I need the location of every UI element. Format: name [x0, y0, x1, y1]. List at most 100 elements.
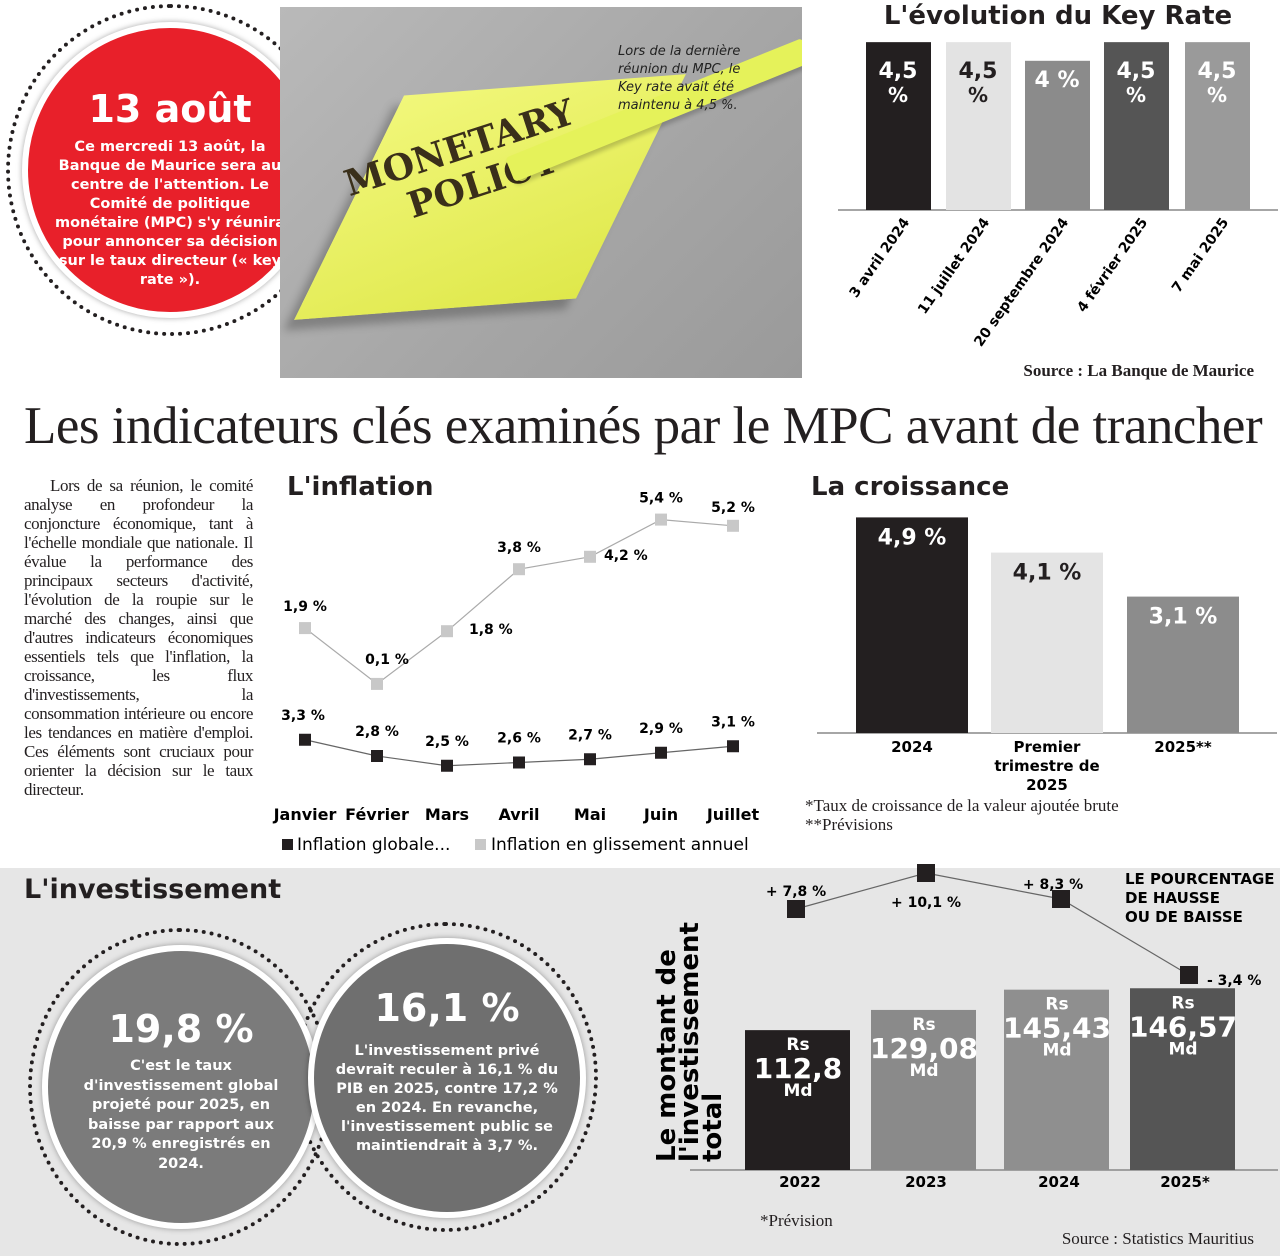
data-point	[441, 759, 453, 772]
x-tick-label: 11 juillet 2024	[915, 215, 993, 317]
data-point	[727, 519, 739, 532]
key-rate-title: L'évolution du Key Rate	[883, 1, 1233, 31]
change-label: - 3,4 %	[1207, 973, 1261, 989]
data-label: 5,2 %	[711, 500, 755, 516]
private-investment-text: L'investissement privé devrait reculer à…	[335, 1043, 559, 1154]
x-tick-label: 2022	[779, 1173, 821, 1191]
data-label: 3,8 %	[497, 540, 541, 556]
data-label: 2,8 %	[355, 724, 399, 740]
data-label-prefix: Rs	[1171, 993, 1194, 1013]
y-axis-label: Le montant de	[652, 949, 682, 1162]
data-label: 4,5	[1198, 59, 1237, 84]
data-label: 3,3 %	[281, 708, 325, 724]
x-tick-label: Premier	[1014, 738, 1082, 756]
data-label: 129,08	[870, 1032, 978, 1065]
bar	[745, 1030, 850, 1170]
data-label-unit: %	[1207, 83, 1227, 107]
date-title: 13 août	[88, 87, 252, 131]
data-label: 4,1 %	[1013, 561, 1082, 586]
x-tick-label: 2025	[1026, 776, 1068, 794]
data-label: 145,43	[1003, 1012, 1111, 1045]
key-rate-source: Source : La Banque de Maurice	[1023, 361, 1254, 380]
bar	[871, 1009, 976, 1170]
x-tick-label: Juillet	[706, 805, 760, 824]
data-label: 1,8 %	[469, 622, 513, 638]
legend-swatch-annual	[475, 839, 486, 850]
data-point	[513, 756, 525, 769]
investment-rate-value: 19,8 %	[108, 1007, 254, 1051]
bar	[946, 42, 1011, 211]
date-text: Ce mercredi 13 août, la Banque de Mauric…	[54, 139, 286, 288]
x-tick-label: 2023	[905, 1173, 947, 1191]
data-label-unit: %	[1126, 83, 1146, 107]
data-point	[584, 753, 596, 766]
data-point	[299, 733, 311, 746]
x-tick-label: Avril	[498, 805, 539, 824]
data-point	[371, 750, 383, 762]
change-line	[795, 872, 1190, 976]
data-label-prefix: Rs	[1045, 995, 1068, 1015]
data-point	[655, 513, 667, 526]
investment-title: L'investissement	[24, 874, 282, 905]
data-label: 4,5	[1117, 59, 1156, 84]
data-point	[299, 622, 311, 635]
data-point	[584, 550, 596, 563]
x-tick-label: 2025*	[1160, 1173, 1210, 1191]
change-label: + 8,3 %	[1023, 877, 1083, 893]
monetary-policy-photo: MONETARY POLICY Lors de la dernière réun…	[280, 7, 802, 378]
data-point	[371, 677, 383, 690]
data-label-unit: Md	[909, 1061, 938, 1081]
data-label-unit: Md	[1042, 1041, 1071, 1061]
change-point	[1180, 966, 1198, 984]
x-tick-label: 2025**	[1154, 738, 1212, 756]
data-label: 5,4 %	[639, 491, 683, 507]
data-label: 3,1 %	[1149, 605, 1218, 630]
x-tick-label: 4 février 2025	[1074, 215, 1151, 315]
investment-source: Source : Statistics Mauritius	[1061, 1229, 1254, 1248]
legend-swatch-global	[282, 839, 293, 850]
x-tick-label: 2024	[1038, 1173, 1080, 1191]
x-tick-label: Janvier	[273, 805, 337, 824]
headline: Les indicateurs clés examinés par le MPC…	[24, 397, 1263, 455]
data-point	[655, 746, 667, 759]
investment-note: *Prévision	[760, 1211, 833, 1230]
data-label-unit: Md	[783, 1081, 812, 1101]
x-tick-label: 2024	[891, 738, 933, 756]
private-investment-value: 16,1 %	[374, 986, 520, 1030]
x-tick-label: trimestre de	[994, 757, 1099, 775]
legend-label-global: Inflation globale...	[297, 835, 450, 855]
x-tick-label: Juin	[643, 805, 678, 824]
x-tick-label: Mars	[425, 805, 469, 824]
data-point	[727, 740, 739, 753]
data-label-unit: %	[888, 83, 908, 107]
data-label: 2,5 %	[425, 734, 469, 750]
x-tick-label: 7 mai 2025	[1169, 215, 1232, 296]
data-point	[441, 625, 453, 638]
data-label: 4,9 %	[878, 525, 947, 550]
data-label: 4,5	[959, 59, 998, 84]
change-legend: LE POURCENTAGE	[1125, 870, 1275, 888]
data-label-unit: Md	[1168, 1039, 1197, 1059]
data-label-unit: %	[968, 83, 988, 107]
x-tick-label: Février	[345, 805, 409, 824]
x-tick-label: 3 avril 2024	[847, 215, 914, 301]
change-legend: OU DE BAISSE	[1125, 908, 1243, 926]
croissance-note-2: **Prévisions	[805, 815, 893, 834]
data-label: 4 %	[1034, 68, 1079, 93]
bar	[1185, 42, 1250, 211]
change-point	[1052, 890, 1070, 908]
data-label: 2,7 %	[568, 727, 612, 743]
photo-caption: Lors de la dernière réunion du MPC, le K…	[618, 44, 741, 113]
change-point	[917, 864, 935, 882]
data-label: 4,2 %	[604, 548, 648, 564]
inflation-title: L'inflation	[287, 472, 434, 502]
key-rate-chart: 4,5% 3 avril 2024 4,5% 11 juillet 2024 4 % 20…	[838, 42, 1278, 350]
investment-rate-circle: 19,8 % C'est le taux d'investissement gl…	[42, 945, 320, 1229]
bar	[1004, 989, 1109, 1170]
data-label-prefix: Rs	[786, 1035, 809, 1055]
change-label: + 10,1 %	[891, 895, 961, 911]
croissance-title: La croissance	[811, 472, 1010, 502]
data-label: 146,57	[1129, 1010, 1237, 1043]
change-point	[787, 900, 805, 918]
